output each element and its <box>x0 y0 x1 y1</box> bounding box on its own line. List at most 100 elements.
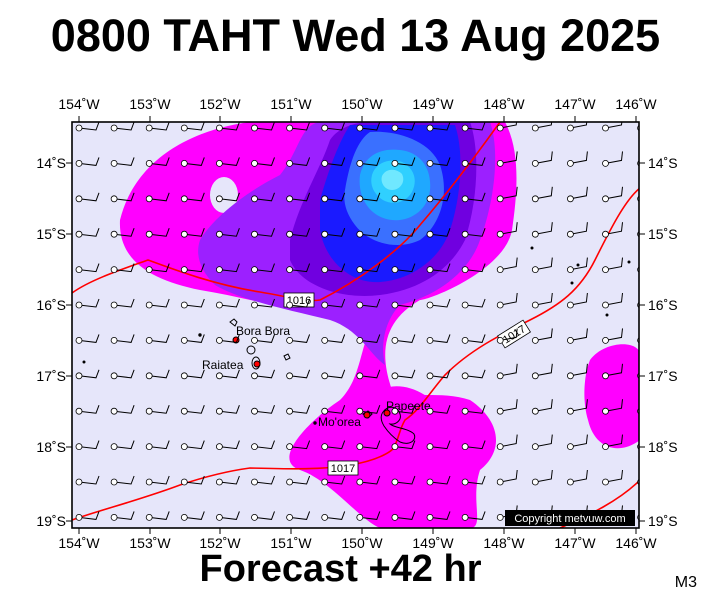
wind-barb <box>215 298 240 309</box>
lon-label: 151˚W <box>270 535 312 551</box>
wind-barb <box>461 157 486 167</box>
lon-label: 149˚W <box>412 96 454 112</box>
wind-barb <box>531 328 553 344</box>
wind-barb <box>496 257 518 274</box>
lon-label: 149˚W <box>412 535 454 551</box>
atoll-dot <box>313 421 317 425</box>
wind-barb <box>110 263 135 274</box>
atoll-dot <box>627 260 631 264</box>
wind-barb <box>637 195 639 202</box>
wind-barb <box>180 475 205 486</box>
wind-barb <box>426 192 451 203</box>
wind-barb <box>286 475 311 486</box>
moorea-marker <box>363 411 371 419</box>
wind-barb <box>110 511 135 521</box>
wind-barb <box>75 263 100 274</box>
wind-barb <box>110 334 135 344</box>
wind-barb <box>110 440 135 451</box>
wind-barb <box>426 263 451 274</box>
wind-barb <box>391 122 416 132</box>
wind-barb <box>110 157 135 167</box>
wind-barb <box>461 440 486 451</box>
wind-barb <box>496 122 518 132</box>
rain-area-cyan-core <box>381 169 404 190</box>
wind-barb <box>215 511 240 521</box>
wind-barb <box>110 405 135 415</box>
wind-barb <box>286 405 311 415</box>
lon-labels-bottom: 154˚W 153˚W 152˚W 151˚W 150˚W 149˚W 148˚… <box>58 535 657 551</box>
wind-barb <box>426 369 451 380</box>
wind-barb <box>321 157 346 167</box>
wind-barb <box>110 369 135 380</box>
wind-barb <box>637 337 639 344</box>
isobar-1017-south <box>72 444 396 521</box>
atoll-dot <box>82 360 86 364</box>
wind-barb <box>251 334 275 344</box>
wind-barb <box>356 228 381 238</box>
wind-barb <box>602 122 623 132</box>
wind-barb <box>145 157 170 167</box>
wind-barb <box>180 440 205 451</box>
lat-label: 14˚S <box>36 155 66 171</box>
wind-barb <box>321 228 346 238</box>
copyright-badge: Copyright metvuw.com <box>505 510 635 526</box>
lat-label: 16˚S <box>36 297 66 313</box>
wind-barb <box>145 511 170 521</box>
wind-barb <box>602 292 623 309</box>
wind-barb <box>637 266 639 273</box>
lon-label: 146˚W <box>615 96 657 112</box>
wind-barb <box>145 192 170 203</box>
wind-barb <box>286 440 311 451</box>
wind-barb <box>286 334 311 344</box>
wind-barb <box>602 469 623 486</box>
wind-barb <box>110 122 135 132</box>
wind-barb <box>145 263 170 274</box>
wind-barb <box>356 369 381 380</box>
wind-barb <box>426 298 451 309</box>
wind-barb <box>496 292 518 309</box>
wind-barb <box>426 440 451 451</box>
lat-label: 19˚S <box>36 513 66 529</box>
wind-barb <box>496 399 518 415</box>
wind-barb <box>321 511 346 521</box>
lon-label: 153˚W <box>129 96 171 112</box>
wind-barb <box>426 334 451 344</box>
atoll-dot <box>576 263 580 267</box>
wind-barb <box>496 434 518 451</box>
wind-barb <box>251 228 275 238</box>
wind-barb <box>215 405 240 415</box>
wind-barb <box>321 405 346 415</box>
rain-hole <box>210 177 238 213</box>
wind-barb <box>391 369 416 380</box>
wind-barb <box>180 298 205 309</box>
wind-barb <box>251 122 275 132</box>
wind-barb <box>531 292 553 309</box>
wind-barb <box>637 479 639 485</box>
wind-barb <box>426 511 451 521</box>
wind-barb <box>567 399 588 415</box>
atoll-dot <box>605 313 609 317</box>
wind-barb <box>531 151 553 167</box>
wind-barb <box>461 334 486 344</box>
wind-barb <box>321 122 346 132</box>
wind-barb <box>461 298 486 309</box>
lon-labels-top: 154˚W 153˚W 152˚W 151˚W 150˚W 149˚W 148˚… <box>58 96 657 112</box>
lon-label: 147˚W <box>554 535 596 551</box>
wind-barb <box>461 369 486 380</box>
wind-barb <box>567 222 588 238</box>
wind-barb <box>461 475 486 486</box>
wind-barb <box>321 298 346 309</box>
wind-barb <box>251 263 275 274</box>
lon-label: 150˚W <box>341 535 383 551</box>
lat-label: 19˚S <box>648 513 678 529</box>
wind-barb <box>567 469 588 486</box>
wind-barb <box>251 405 275 415</box>
wind-barb <box>496 186 518 203</box>
wind-barb <box>215 475 240 486</box>
wind-barb <box>426 122 451 132</box>
wind-barb <box>321 263 346 274</box>
wind-barb <box>426 475 451 486</box>
chart-title: 0800 TAHT Wed 13 Aug 2025 <box>50 10 661 61</box>
wind-barb <box>286 122 311 132</box>
wind-barb <box>215 369 240 380</box>
